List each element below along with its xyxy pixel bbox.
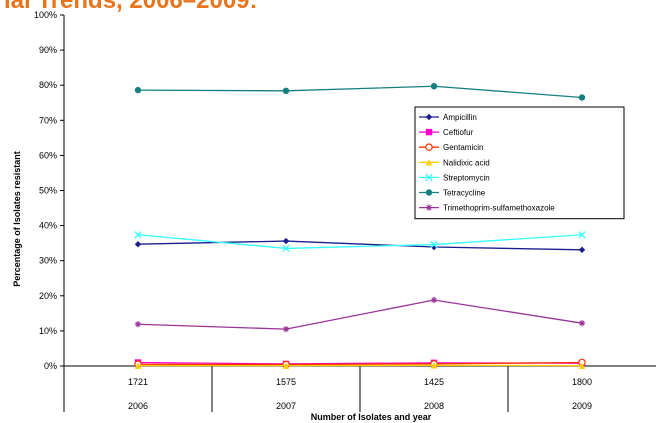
data-point — [578, 94, 586, 101]
y-tick-label: 40% — [39, 221, 57, 231]
x-isolate-count-label: 1575 — [276, 377, 296, 387]
x-year-label: 2006 — [128, 401, 148, 411]
legend-swatch-marker — [425, 143, 433, 152]
series-line — [137, 234, 583, 250]
data-point — [134, 241, 142, 248]
legend-label: Gentamicin — [443, 143, 483, 152]
data-point — [282, 362, 290, 369]
series-group — [134, 231, 586, 253]
y-tick-label: 70% — [39, 115, 57, 125]
legend-box — [414, 106, 625, 220]
legend-label: Nalidixic acid — [443, 158, 490, 167]
series-group — [134, 296, 586, 333]
series-group — [134, 237, 586, 254]
y-axis-label: Percentage of Isolates resistant — [12, 151, 22, 287]
legend-swatch-marker — [425, 159, 433, 166]
x-isolate-count-label: 1800 — [572, 377, 592, 387]
series-group — [134, 83, 586, 101]
data-point — [134, 231, 142, 239]
y-tick-label: 0% — [44, 361, 57, 371]
data-point — [282, 325, 290, 333]
legend-label: Streptomycin — [443, 173, 490, 182]
data-point — [282, 87, 290, 95]
data-point — [430, 296, 438, 304]
data-point — [282, 237, 290, 245]
series-group — [134, 362, 586, 369]
data-point — [578, 362, 586, 369]
data-point — [578, 319, 586, 327]
y-tick-label: 50% — [39, 186, 57, 196]
data-point — [134, 86, 142, 94]
legend-label: Ceftiofur — [443, 128, 474, 137]
series-line — [137, 299, 583, 330]
legend-swatch-marker — [425, 113, 433, 121]
data-point — [578, 246, 586, 254]
y-tick-label: 60% — [39, 150, 57, 160]
series-line — [137, 361, 583, 366]
x-year-label: 2008 — [424, 401, 444, 411]
legend-swatch-marker — [425, 173, 433, 182]
data-point — [430, 83, 438, 90]
y-tick-label: 30% — [39, 256, 57, 266]
data-point — [578, 231, 586, 239]
legend-label: Tetracycline — [443, 189, 486, 198]
legend-swatch-marker — [425, 128, 433, 136]
legend-label: Trimethoprim-sulfamethoxazole — [443, 204, 555, 213]
data-point — [282, 244, 290, 253]
x-axis-label: Number of Isolates and year — [311, 412, 432, 422]
y-tick-label: 10% — [39, 326, 57, 336]
x-year-label: 2009 — [572, 401, 592, 411]
series-line — [137, 240, 583, 251]
series-line — [137, 85, 583, 99]
y-tick-label: 20% — [39, 291, 57, 301]
legend-swatch-marker — [425, 189, 433, 196]
data-point — [430, 240, 438, 249]
x-year-label: 2007 — [276, 401, 296, 411]
data-point — [134, 362, 142, 369]
legend-label: Ampicillin — [443, 113, 477, 122]
x-isolate-count-label: 1425 — [424, 377, 444, 387]
legend-swatch-marker — [425, 204, 433, 211]
x-isolate-count-label: 1721 — [128, 377, 148, 387]
data-point — [430, 362, 438, 369]
page-title: ial Trends, 2006–2009: — [4, 0, 258, 14]
y-tick-label: 90% — [39, 45, 57, 55]
y-tick-label: 100% — [34, 10, 57, 20]
y-tick-label: 80% — [39, 80, 57, 90]
data-point — [134, 321, 142, 328]
